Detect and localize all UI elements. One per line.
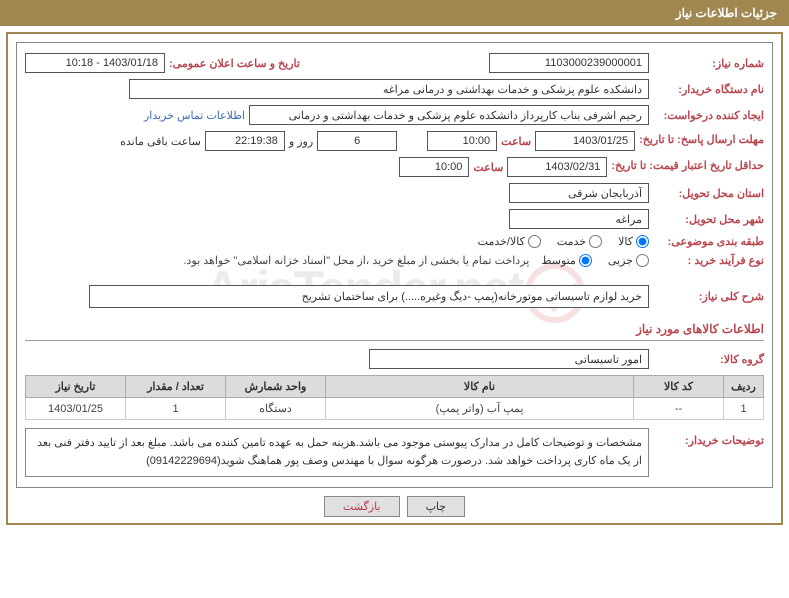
process-label: نوع فرآیند خرید : bbox=[649, 254, 764, 267]
desc-label: توضیحات خریدار: bbox=[649, 428, 764, 447]
countdown: 22:19:38 bbox=[205, 131, 285, 151]
summary-value: خرید لوازم تاسیساتی موتورخانه(پمپ -دیگ و… bbox=[89, 285, 649, 308]
group-value: امور تاسیساتی bbox=[369, 349, 649, 369]
time-label-1: ساعت bbox=[497, 135, 535, 148]
requester-label: ایجاد کننده درخواست: bbox=[649, 109, 764, 122]
province-label: استان محل تحویل: bbox=[649, 187, 764, 200]
buyer-value: دانشکده علوم پزشکی و خدمات بهداشتی و درم… bbox=[129, 79, 649, 99]
class-both-option[interactable]: کالا/خدمت bbox=[478, 235, 541, 248]
buyer-label: نام دستگاه خریدار: bbox=[649, 83, 764, 96]
class-radio-group: کالا خدمت کالا/خدمت bbox=[466, 235, 649, 248]
cell-code: -- bbox=[634, 398, 724, 420]
class-label: طبقه بندی موضوعی: bbox=[649, 235, 764, 248]
cell-qty: 1 bbox=[126, 398, 226, 420]
days-remaining: 6 bbox=[317, 131, 397, 151]
class-service-option[interactable]: خدمت bbox=[557, 235, 602, 248]
goods-section-title: اطلاعات کالاهای مورد نیاز bbox=[25, 318, 764, 341]
th-name: نام کالا bbox=[326, 376, 634, 398]
process-medium-radio[interactable] bbox=[579, 254, 592, 267]
validity-time: 10:00 bbox=[399, 157, 469, 177]
cell-idx: 1 bbox=[724, 398, 764, 420]
process-partial-option[interactable]: جزیی bbox=[608, 254, 649, 267]
process-medium-option[interactable]: متوسط bbox=[541, 254, 592, 267]
need-no-label: شماره نیاز: bbox=[649, 57, 764, 70]
need-no-value: 1103000239000001 bbox=[489, 53, 649, 73]
th-row: ردیف bbox=[724, 376, 764, 398]
announce-label: تاریخ و ساعت اعلان عمومی: bbox=[165, 57, 304, 70]
deadline-date: 1403/01/25 bbox=[535, 131, 635, 151]
city-value: مراغه bbox=[509, 209, 649, 229]
validity-date: 1403/02/31 bbox=[507, 157, 607, 177]
deadline-time: 10:00 bbox=[427, 131, 497, 151]
class-goods-option[interactable]: کالا bbox=[618, 235, 649, 248]
province-value: آذربایجان شرقی bbox=[509, 183, 649, 203]
th-unit: واحد شمارش bbox=[226, 376, 326, 398]
days-and-label: روز و bbox=[285, 135, 317, 148]
group-label: گروه کالا: bbox=[649, 353, 764, 366]
page-title: جزئیات اطلاعات نیاز bbox=[676, 6, 777, 20]
back-button[interactable]: بازگشت bbox=[324, 496, 400, 517]
th-date: تاریخ نیاز bbox=[26, 376, 126, 398]
contact-link[interactable]: اطلاعات تماس خریدار bbox=[144, 109, 249, 122]
th-code: کد کالا bbox=[634, 376, 724, 398]
city-label: شهر محل تحویل: bbox=[649, 213, 764, 226]
page-header: جزئیات اطلاعات نیاز bbox=[0, 0, 789, 26]
th-qty: تعداد / مقدار bbox=[126, 376, 226, 398]
summary-label: شرح کلی نیاز: bbox=[649, 290, 764, 303]
time-label-2: ساعت bbox=[469, 161, 507, 174]
class-goods-radio[interactable] bbox=[636, 235, 649, 248]
remaining-label: ساعت باقی مانده bbox=[116, 135, 205, 148]
validity-label: حداقل تاریخ اعتبار قیمت: تا تاریخ: bbox=[607, 160, 764, 173]
announce-datetime: 1403/01/18 - 10:18 bbox=[25, 53, 165, 73]
cell-name: پمپ آب (واتر پمپ) bbox=[326, 398, 634, 420]
class-both-radio[interactable] bbox=[528, 235, 541, 248]
process-partial-radio[interactable] bbox=[636, 254, 649, 267]
desc-text: مشخصات و توضیحات کامل در مدارک پیوستی مو… bbox=[25, 428, 649, 477]
goods-table: ردیف کد کالا نام کالا واحد شمارش تعداد /… bbox=[25, 375, 764, 420]
cell-date: 1403/01/25 bbox=[26, 398, 126, 420]
deadline-label: مهلت ارسال پاسخ: تا تاریخ: bbox=[635, 134, 764, 147]
print-button[interactable]: چاپ bbox=[407, 496, 466, 517]
class-service-radio[interactable] bbox=[589, 235, 602, 248]
process-note: پرداخت تمام یا بخشی از مبلغ خرید ،از محل… bbox=[184, 254, 530, 267]
cell-unit: دستگاه bbox=[226, 398, 326, 420]
requester-value: رحیم اشرفی بناب کارپرداز دانشکده علوم پز… bbox=[249, 105, 649, 125]
process-radio-group: جزیی متوسط bbox=[529, 254, 649, 267]
table-row: 1 -- پمپ آب (واتر پمپ) دستگاه 1 1403/01/… bbox=[26, 398, 764, 420]
